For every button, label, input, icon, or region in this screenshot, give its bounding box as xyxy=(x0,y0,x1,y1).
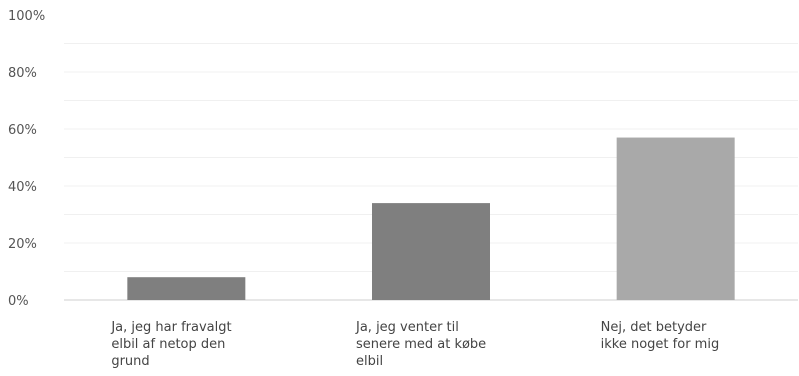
y-tick-label: 60% xyxy=(8,123,37,138)
x-category-label: Nej, det betyder ikke noget for mig xyxy=(601,320,720,352)
bars xyxy=(127,137,735,300)
gridlines xyxy=(64,43,798,272)
x-axis-labels: Ja, jeg har fravalgt elbil af netop den gr… xyxy=(110,320,719,369)
x-category-label-line: elbil af netop den xyxy=(111,337,225,352)
y-tick-label: 40% xyxy=(8,180,37,195)
y-tick-label: 0% xyxy=(8,294,29,309)
x-category-label-line: Nej, det betyder xyxy=(601,320,707,335)
x-category-label-line: Ja, jeg har fravalgt xyxy=(110,320,231,335)
y-axis-ticks: 0% 20% 40% 60% 80% 100% xyxy=(8,9,45,309)
y-tick-label: 80% xyxy=(8,66,37,81)
x-category-label: Ja, jeg har fravalgt elbil af netop den gr… xyxy=(110,320,231,369)
bar xyxy=(616,137,735,300)
x-category-label-line: senere med at købe xyxy=(356,337,486,352)
x-category-label-line: grund xyxy=(111,354,149,369)
y-tick-label: 100% xyxy=(8,9,45,24)
x-category-label-line: ikke noget for mig xyxy=(601,337,720,352)
x-category-label: Ja, jeg venter til senere med at købe elbi… xyxy=(355,320,486,369)
bar xyxy=(127,277,246,300)
x-category-label-line: elbil xyxy=(356,354,383,369)
x-category-label-line: Ja, jeg venter til xyxy=(355,320,459,335)
bar xyxy=(372,203,490,300)
y-tick-label: 20% xyxy=(8,237,37,252)
